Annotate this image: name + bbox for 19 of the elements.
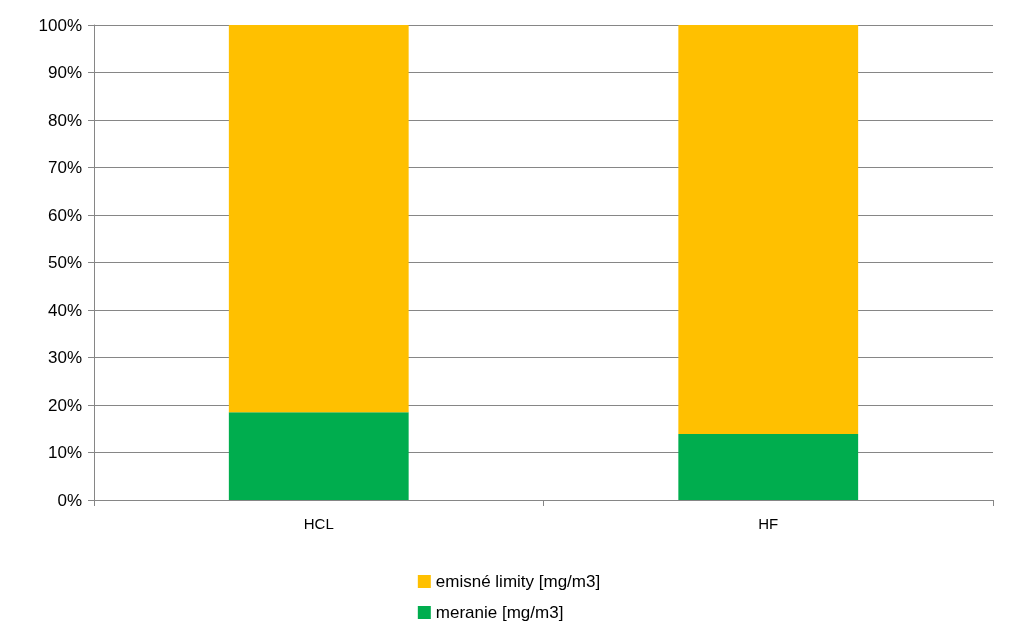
- y-tick-label: 30%: [47, 348, 82, 367]
- legend-label: meranie [mg/m3]: [435, 603, 564, 622]
- bar: [228, 412, 409, 500]
- y-tick-label: 80%: [47, 110, 82, 130]
- x-tick-label: HF: [758, 515, 779, 532]
- y-tick-label: 40%: [47, 300, 82, 320]
- y-tick-label: 60%: [47, 205, 82, 225]
- y-tick-label: 10%: [47, 443, 82, 462]
- bar: [678, 433, 859, 500]
- legend-label: emisné limity [mg/m3]: [435, 572, 601, 591]
- x-tick-label: HCL: [303, 515, 334, 532]
- bar: [678, 25, 859, 434]
- bar: [228, 25, 409, 413]
- y-tick-label: 70%: [47, 158, 82, 177]
- y-tick-label: 100%: [38, 15, 82, 35]
- y-tick-label: 90%: [47, 63, 82, 82]
- y-tick-label: 0%: [57, 490, 82, 510]
- y-tick-label: 50%: [47, 253, 82, 272]
- y-tick-label: 20%: [47, 395, 82, 415]
